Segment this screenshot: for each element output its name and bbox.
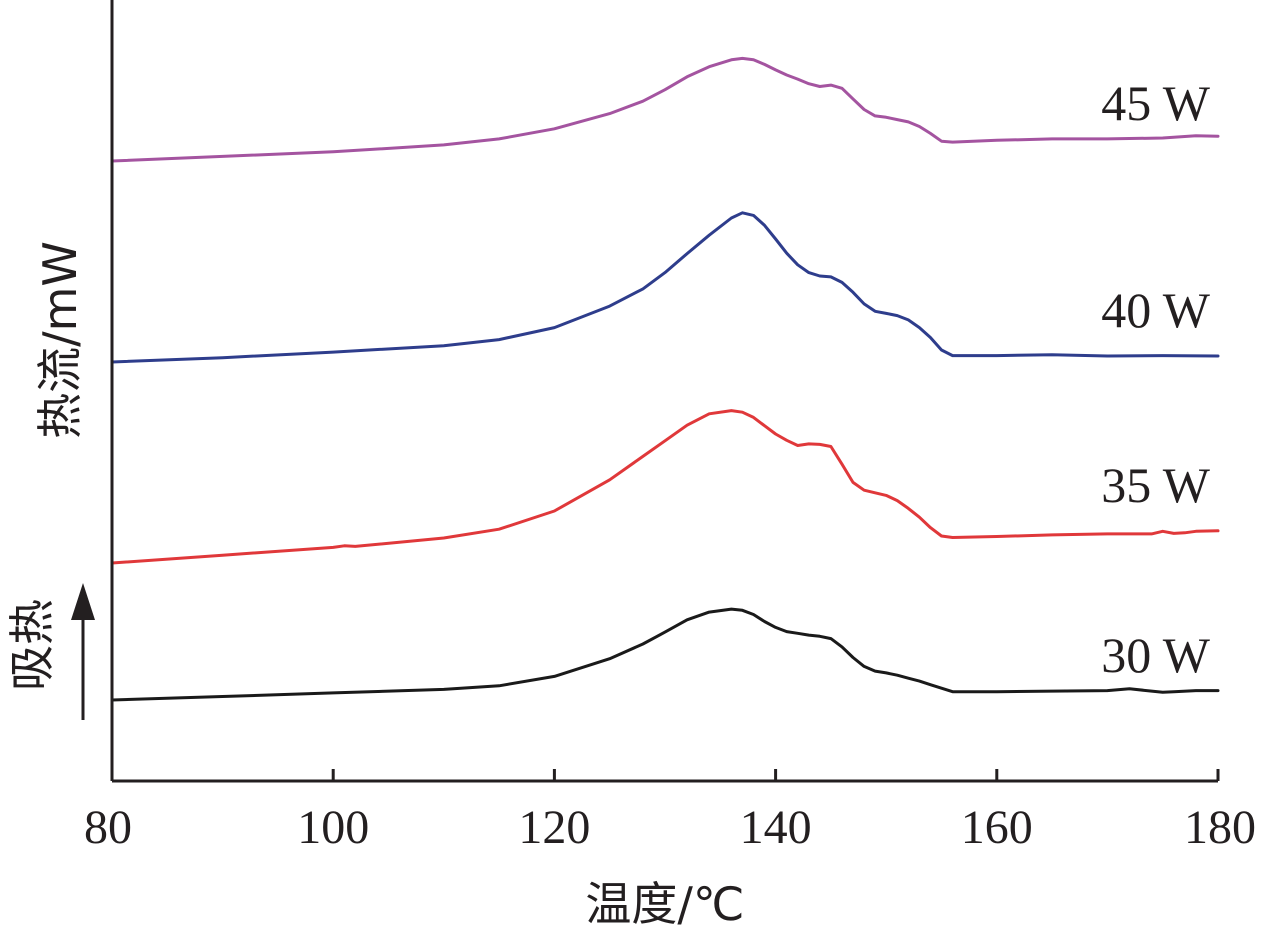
series-label-1: 30 W: [1101, 627, 1211, 683]
x-tick-label-3: 120: [518, 801, 590, 854]
series-labels-group: 30 W 35 W 40 W 45 W: [1101, 75, 1211, 683]
series-label-3: 40 W: [1101, 282, 1211, 338]
x-ticks-group: 80 100 120 140 160 180: [84, 769, 1256, 854]
series-label-2: 35 W: [1101, 457, 1211, 513]
endothermic-label: 吸热: [5, 599, 59, 691]
series-label-4: 45 W: [1101, 75, 1211, 131]
y-axis-title: 热流/mW: [33, 241, 87, 439]
series-group: [110, 56, 1220, 702]
endothermic-arrow: [71, 583, 95, 720]
endothermic-arrow-head: [71, 583, 95, 620]
series-line-2: [110, 409, 1220, 565]
series-line-1: [110, 607, 1220, 702]
x-tick-label-4: 140: [740, 801, 812, 854]
series-line-4: [110, 56, 1220, 163]
x-tick-label-1: 80: [84, 801, 132, 854]
x-tick-label-6: 180: [1184, 801, 1256, 854]
x-tick-label-5: 160: [961, 801, 1033, 854]
x-tick-label-2: 100: [297, 801, 369, 854]
series-line-3: [110, 211, 1220, 364]
x-axis-title: 温度/℃: [585, 877, 744, 927]
